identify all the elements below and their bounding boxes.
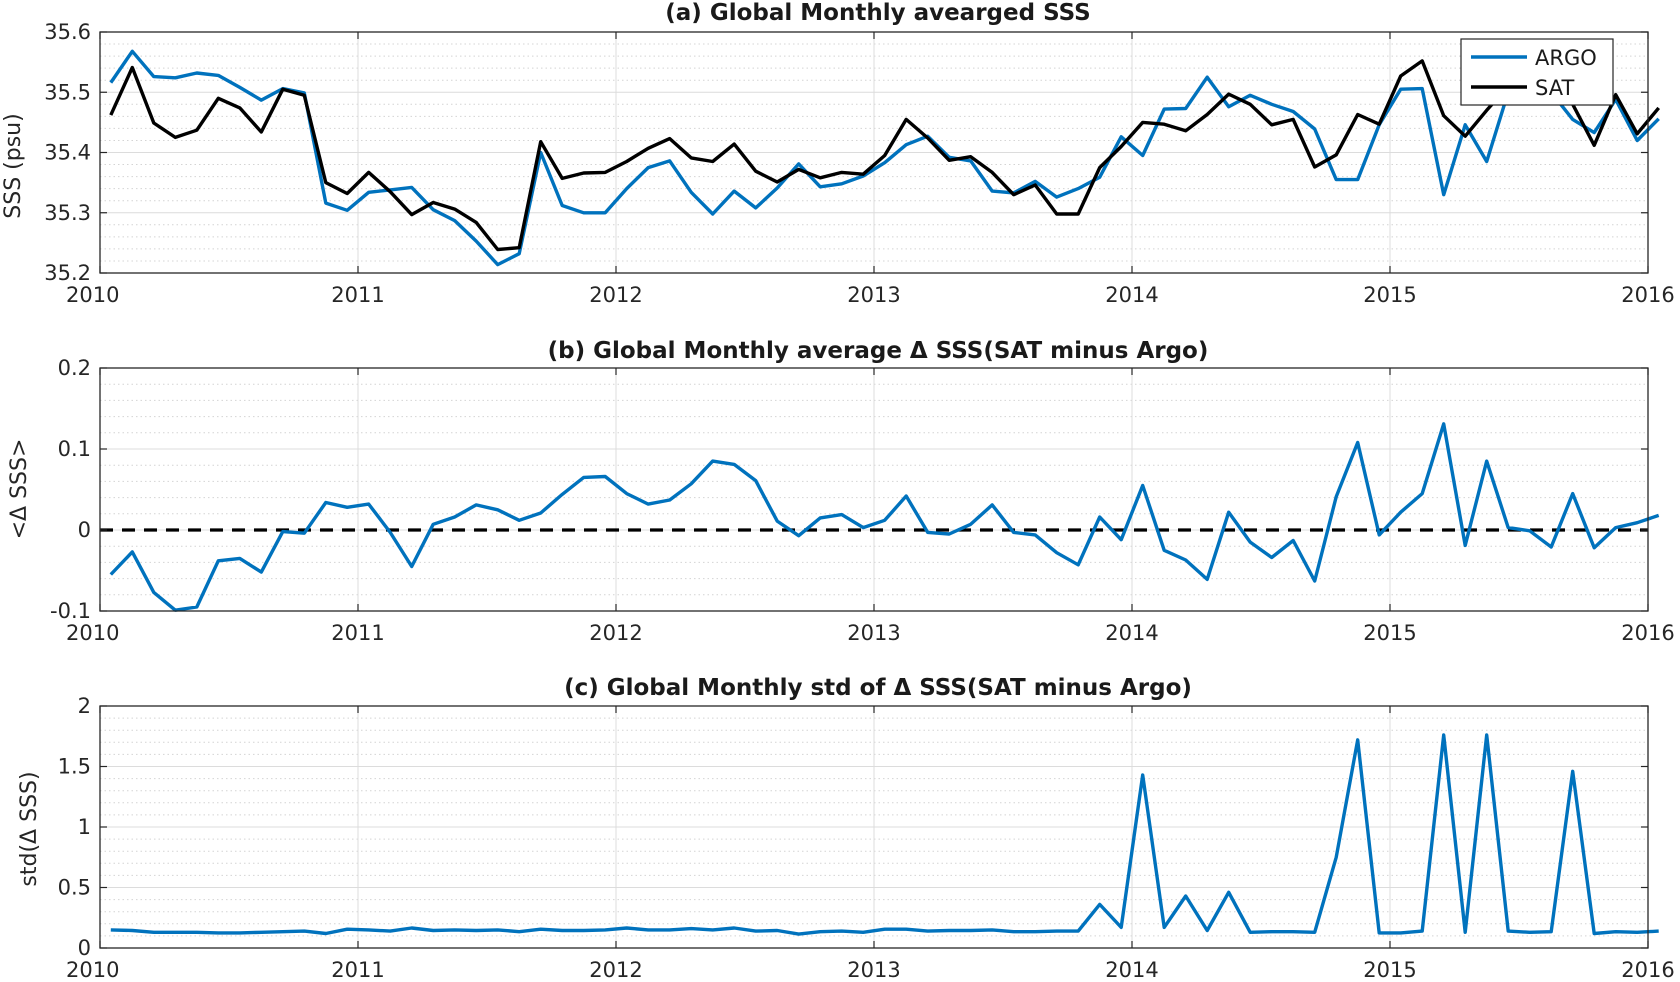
x-tick-label: 2016 xyxy=(1621,621,1674,645)
x-tick-label: 2016 xyxy=(1621,283,1674,307)
panel-b-title: (b) Global Monthly average Δ SSS(SAT min… xyxy=(548,338,1209,364)
x-tick-label: 2010 xyxy=(66,958,119,982)
x-tick-label: 2012 xyxy=(589,958,642,982)
panel-a-title: (a) Global Monthly avearged SSS xyxy=(665,0,1090,26)
y-tick-label: 35.4 xyxy=(44,141,91,165)
y-tick-label: 35.6 xyxy=(44,20,91,44)
legend-label-sat: SAT xyxy=(1535,76,1574,100)
legend: ARGO SAT xyxy=(1460,38,1614,106)
x-tick-label: 2012 xyxy=(589,283,642,307)
y-tick-label: 0.5 xyxy=(58,876,91,900)
x-tick-label: 2011 xyxy=(331,621,384,645)
x-tick-label: 2015 xyxy=(1363,621,1416,645)
y-tick-label: 35.2 xyxy=(44,261,91,285)
y-tick-label: 35.3 xyxy=(44,201,91,225)
legend-box xyxy=(1460,38,1614,106)
panel-grid xyxy=(99,705,1649,949)
y-tick-label: 0.1 xyxy=(58,437,91,461)
panel-b-ylabel: <Δ SSS> xyxy=(7,439,32,540)
panel-a-global-monthly-averaged-sss: (a) Global Monthly avearged SSS SSS (psu… xyxy=(1,0,1675,307)
x-tick-label: 2015 xyxy=(1363,283,1416,307)
x-tick-label: 2012 xyxy=(589,621,642,645)
panel-b-average-delta-sss: (b) Global Monthly average Δ SSS(SAT min… xyxy=(7,338,1675,645)
y-tick-label: 0 xyxy=(78,518,91,542)
x-tick-label: 2010 xyxy=(66,621,119,645)
y-tick-label: 0.2 xyxy=(58,356,91,380)
panel-c-title: (c) Global Monthly std of Δ SSS(SAT minu… xyxy=(564,675,1192,701)
series-line-argo xyxy=(109,49,1660,267)
x-tick-label: 2015 xyxy=(1363,958,1416,982)
series-line xyxy=(109,422,1660,612)
x-tick-label: 2016 xyxy=(1621,958,1674,982)
series-line xyxy=(110,733,1659,936)
x-tick-label: 2011 xyxy=(331,283,384,307)
panel-grid xyxy=(99,31,1649,274)
x-tick-label: 2014 xyxy=(1105,283,1158,307)
y-tick-label: 1.5 xyxy=(58,755,91,779)
y-tick-label: 2 xyxy=(78,694,91,718)
y-tick-label: 0 xyxy=(78,936,91,960)
y-tick-label: 35.5 xyxy=(44,80,91,104)
panel-grid xyxy=(99,367,1649,612)
x-tick-label: 2014 xyxy=(1105,621,1158,645)
x-tick-label: 2014 xyxy=(1105,958,1158,982)
panel-a-ylabel: SSS (psu) xyxy=(1,113,26,218)
series-line-sat xyxy=(109,59,1661,252)
x-tick-label: 2010 xyxy=(66,283,119,307)
x-tick-label: 2013 xyxy=(847,283,900,307)
x-tick-label: 2013 xyxy=(847,621,900,645)
legend-label-argo: ARGO xyxy=(1535,46,1597,70)
panel-c-ylabel: std(Δ SSS) xyxy=(17,771,42,886)
y-tick-label: 1 xyxy=(78,815,91,839)
y-tick-label: -0.1 xyxy=(50,599,91,623)
x-tick-label: 2011 xyxy=(331,958,384,982)
x-tick-label: 2013 xyxy=(847,958,900,982)
panel-c-std-delta-sss: (c) Global Monthly std of Δ SSS(SAT minu… xyxy=(17,675,1675,982)
